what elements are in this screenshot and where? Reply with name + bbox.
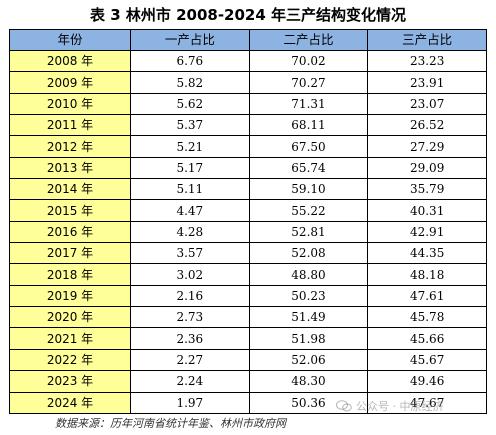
secondary-share-cell: 51.98 — [248, 327, 369, 350]
tertiary-share-cell: 23.07 — [367, 92, 487, 116]
table-row: 2015 年 4.47 55.22 40.31 — [9, 199, 487, 222]
tertiary-share-cell: 40.31 — [367, 199, 487, 222]
secondary-share-cell: 65.74 — [248, 156, 369, 180]
tertiary-share-cell: 26.52 — [367, 114, 487, 137]
table-row: 2020 年 2.73 51.49 45.78 — [9, 306, 487, 329]
table-row: 2022 年 2.27 52.06 45.67 — [9, 348, 487, 372]
table-body: 2008 年 6.76 70.02 23.23 2009 年 5.82 70.27 23.91… — [9, 49, 487, 414]
primary-share-cell: 2.36 — [130, 327, 250, 350]
primary-share-cell: 5.62 — [130, 92, 250, 116]
table-row: 2013 年 5.17 65.74 29.09 — [9, 156, 487, 180]
year-cell: 2017 年 — [9, 242, 131, 265]
column-header-secondary: 二产占比 — [248, 29, 369, 51]
primary-share-cell: 5.21 — [130, 135, 250, 158]
tertiary-share-cell: 23.91 — [367, 71, 487, 94]
secondary-share-cell: 70.02 — [248, 49, 369, 73]
year-cell: 2019 年 — [9, 284, 131, 308]
table-row: 2023 年 2.24 48.30 49.46 — [9, 370, 487, 393]
primary-share-cell: 5.17 — [130, 156, 250, 180]
year-cell: 2023 年 — [9, 370, 131, 393]
industry-structure-table: 年份 一产占比 二产占比 三产占比 2008 年 6.76 70.02 23.23 20… — [9, 29, 487, 414]
year-cell: 2021 年 — [9, 327, 131, 350]
year-cell: 2010 年 — [9, 92, 131, 116]
data-source-note: 数据来源：历年河南省统计年鉴、林州市政府网 — [55, 417, 286, 430]
secondary-share-cell: 52.08 — [248, 242, 369, 265]
table-row: 2010 年 5.62 71.31 23.07 — [9, 92, 487, 116]
year-cell: 2015 年 — [9, 199, 131, 222]
primary-share-cell: 6.76 — [130, 49, 250, 73]
primary-share-cell: 5.37 — [130, 114, 250, 137]
primary-share-cell: 4.28 — [130, 220, 250, 244]
primary-share-cell: 2.16 — [130, 284, 250, 308]
header-row: 年份 一产占比 二产占比 三产占比 — [9, 29, 487, 51]
table-row: 2009 年 5.82 70.27 23.91 — [9, 71, 487, 94]
primary-share-cell: 2.27 — [130, 348, 250, 372]
year-cell: 2020 年 — [9, 306, 131, 329]
table-row: 2019 年 2.16 50.23 47.61 — [9, 284, 487, 308]
table-row: 2017 年 3.57 52.08 44.35 — [9, 242, 487, 265]
tertiary-share-cell: 45.78 — [367, 306, 487, 329]
column-header-tertiary: 三产占比 — [367, 29, 487, 51]
primary-share-cell: 5.82 — [130, 71, 250, 94]
primary-share-cell: 2.24 — [130, 370, 250, 393]
secondary-share-cell: 51.49 — [248, 306, 369, 329]
secondary-share-cell: 68.11 — [248, 114, 369, 137]
secondary-share-cell: 52.06 — [248, 348, 369, 372]
tertiary-share-cell: 42.91 — [367, 220, 487, 244]
primary-share-cell: 1.97 — [130, 391, 250, 414]
year-cell: 2024 年 — [9, 391, 131, 414]
secondary-share-cell: 70.27 — [248, 71, 369, 94]
secondary-share-cell: 48.30 — [248, 370, 369, 393]
secondary-share-cell: 59.10 — [248, 178, 369, 201]
secondary-share-cell: 71.31 — [248, 92, 369, 116]
tertiary-share-cell: 45.66 — [367, 327, 487, 350]
year-cell: 2009 年 — [9, 71, 131, 94]
wechat-icon — [336, 400, 352, 412]
year-cell: 2014 年 — [9, 178, 131, 201]
table-row: 2014 年 5.11 59.10 35.79 — [9, 178, 487, 201]
primary-share-cell: 5.11 — [130, 178, 250, 201]
secondary-share-cell: 67.50 — [248, 135, 369, 158]
tertiary-share-cell: 29.09 — [367, 156, 487, 180]
tertiary-share-cell: 27.29 — [367, 135, 487, 158]
column-header-year: 年份 — [9, 29, 131, 51]
table-row: 2024 年 1.97 50.36 47.67 — [9, 391, 487, 414]
table-row: 2011 年 5.37 68.11 26.52 — [9, 114, 487, 137]
primary-share-cell: 3.57 — [130, 242, 250, 265]
tertiary-share-cell: 35.79 — [367, 178, 487, 201]
tertiary-share-cell: 23.23 — [367, 49, 487, 73]
primary-share-cell: 3.02 — [130, 263, 250, 286]
tertiary-share-cell: 44.35 — [367, 242, 487, 265]
year-cell: 2018 年 — [9, 263, 131, 286]
year-cell: 2022 年 — [9, 348, 131, 372]
column-header-primary: 一产占比 — [130, 29, 250, 51]
tertiary-share-cell: 47.67 — [367, 391, 487, 414]
secondary-share-cell: 52.81 — [248, 220, 369, 244]
table-title: 表 3 林州市 2008-2024 年三产结构变化情况 — [89, 6, 407, 24]
tertiary-share-cell: 45.67 — [367, 348, 487, 372]
tertiary-share-cell: 48.18 — [367, 263, 487, 286]
year-cell: 2011 年 — [9, 114, 131, 137]
primary-share-cell: 2.73 — [130, 306, 250, 329]
year-cell: 2012 年 — [9, 135, 131, 158]
secondary-share-cell: 50.23 — [248, 284, 369, 308]
secondary-share-cell: 55.22 — [248, 199, 369, 222]
tertiary-share-cell: 47.61 — [367, 284, 487, 308]
table-row: 2021 年 2.36 51.98 45.66 — [9, 327, 487, 350]
table-row: 2016 年 4.28 52.81 42.91 — [9, 220, 487, 244]
year-cell: 2013 年 — [9, 156, 131, 180]
watermark-text: 公众号 · 中原经济 — [356, 400, 444, 413]
year-cell: 2016 年 — [9, 220, 131, 244]
table-row: 2018 年 3.02 48.80 48.18 — [9, 263, 487, 286]
table-row: 2008 年 6.76 70.02 23.23 — [9, 49, 487, 73]
table-row: 2012 年 5.21 67.50 27.29 — [9, 135, 487, 158]
watermark: 公众号 · 中原经济 — [336, 398, 444, 414]
secondary-share-cell: 50.36 — [248, 391, 369, 414]
secondary-share-cell: 48.80 — [248, 263, 369, 286]
tertiary-share-cell: 49.46 — [367, 370, 487, 393]
primary-share-cell: 4.47 — [130, 199, 250, 222]
year-cell: 2008 年 — [9, 49, 131, 73]
